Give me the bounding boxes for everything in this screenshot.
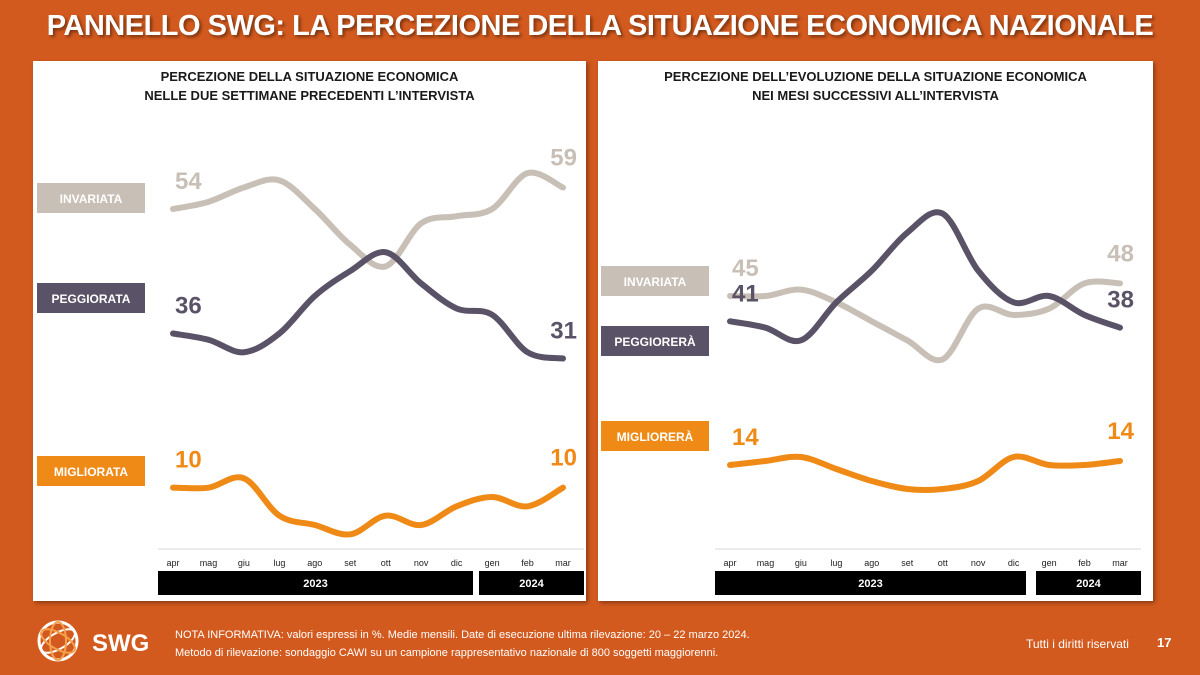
x-tick-label: giu	[795, 558, 807, 568]
x-tick-label: gen	[485, 558, 500, 568]
x-tick-label: set	[901, 558, 914, 568]
x-tick-label: ott	[381, 558, 392, 568]
data-label-last: 38	[1107, 287, 1134, 314]
x-tick-label: ott	[938, 558, 949, 568]
x-tick-label: giu	[238, 558, 250, 568]
chart-title-line2: NELLE DUE SETTIMANE PRECEDENTI L’INTERVI…	[144, 88, 475, 103]
x-tick-label: ago	[307, 558, 322, 568]
year-bar	[479, 571, 584, 595]
globe-icon	[37, 620, 79, 662]
x-tick-label: set	[344, 558, 357, 568]
x-tick-label: feb	[521, 558, 534, 568]
footer-note-line1: NOTA INFORMATIVA: valori espressi in %. …	[175, 629, 750, 641]
year-label: 2024	[519, 578, 544, 590]
footer-note-line2: Metodo di rilevazione: sondaggio CAWI su…	[175, 647, 719, 659]
data-label-first: 54	[175, 168, 202, 195]
series-line-invariata	[170, 169, 566, 270]
x-tick-label: ago	[864, 558, 879, 568]
chart-panel-current: PERCEZIONE DELLA SITUAZIONE ECONOMICA NE…	[33, 61, 586, 601]
series-label: MIGLIORERÀ	[617, 429, 694, 444]
year-label: 2023	[303, 578, 327, 590]
series-label: MIGLIORATA	[54, 465, 129, 479]
chart-title: PERCEZIONE DELLA SITUAZIONE ECONOMICA NE…	[33, 67, 586, 105]
series-label-box	[601, 421, 709, 451]
chart-title-line1: PERCEZIONE DELLA SITUAZIONE ECONOMICA	[160, 69, 459, 84]
series-line-migliorata	[170, 474, 566, 538]
footer-note: NOTA INFORMATIVA: valori espressi in %. …	[175, 626, 750, 662]
x-tick-label: gen	[1042, 558, 1057, 568]
chart-title-line2: NEI MESI SUCCESSIVI ALL’INTERVISTA	[752, 88, 999, 103]
data-label-last: 31	[550, 318, 577, 345]
series-label-box	[601, 326, 709, 356]
data-label-first: 10	[175, 447, 202, 474]
series-label-box	[37, 283, 145, 313]
line-chart-current: apr mag giu lug ago set ott nov dic gen feb mar 2023…	[37, 145, 584, 595]
x-tick-label: mag	[757, 558, 775, 568]
series-label-box	[37, 183, 145, 213]
data-label-first: 45	[732, 255, 759, 282]
year-label: 2024	[1076, 578, 1101, 590]
x-tick-label: dic	[451, 558, 463, 568]
x-tick-label: dic	[1008, 558, 1020, 568]
data-label-first: 36	[175, 293, 202, 320]
data-label-last: 48	[1107, 240, 1134, 267]
year-bar	[715, 571, 1026, 595]
series-label: PEGGIORERÀ	[614, 334, 696, 349]
series-label: INVARIATA	[60, 192, 123, 206]
data-label-first: 14	[732, 424, 759, 451]
data-label-first: 41	[732, 280, 759, 307]
series-label: INVARIATA	[624, 275, 687, 289]
x-tick-label: nov	[971, 558, 986, 568]
logo-text: SWG	[92, 630, 149, 657]
x-tick-label: lug	[830, 558, 842, 568]
year-bar	[1036, 571, 1141, 595]
x-tick-label: nov	[414, 558, 429, 568]
x-tick-label: mag	[200, 558, 218, 568]
series-label-box	[601, 266, 709, 296]
rights-text: Tutti i diritti riservati	[1026, 637, 1129, 651]
page-title: PANNELLO SWG: LA PERCEZIONE DELLA SITUAZ…	[46, 10, 1154, 42]
x-tick-label: mar	[555, 558, 571, 568]
line-chart-future: apr mag giu lug ago set ott nov dic gen feb mar 2023…	[601, 209, 1141, 595]
x-tick-label: lug	[273, 558, 285, 568]
x-tick-label: feb	[1078, 558, 1091, 568]
x-tick-label: apr	[166, 558, 179, 568]
x-tick-label: apr	[723, 558, 736, 568]
chart-title: PERCEZIONE DELL’EVOLUZIONE DELLA SITUAZI…	[598, 67, 1153, 105]
chart-panel-future: PERCEZIONE DELL’EVOLUZIONE DELLA SITUAZI…	[598, 61, 1153, 601]
chart-title-line1: PERCEZIONE DELL’EVOLUZIONE DELLA SITUAZI…	[664, 69, 1087, 84]
series-label-box	[37, 456, 145, 486]
data-label-last: 59	[550, 145, 577, 172]
series-line-invariata	[727, 278, 1123, 364]
year-bar	[158, 571, 473, 595]
data-label-last: 10	[550, 445, 577, 472]
data-label-last: 14	[1107, 418, 1134, 445]
series-line-peggiorerà	[727, 209, 1123, 345]
x-tick-label: mar	[1112, 558, 1128, 568]
series-line-peggiorata	[170, 249, 566, 362]
swg-logo: SWG	[30, 617, 160, 672]
series-label: PEGGIORATA	[52, 292, 131, 306]
page-number: 17	[1157, 635, 1172, 650]
year-label: 2023	[858, 578, 882, 590]
series-line-migliorerà	[727, 453, 1123, 493]
